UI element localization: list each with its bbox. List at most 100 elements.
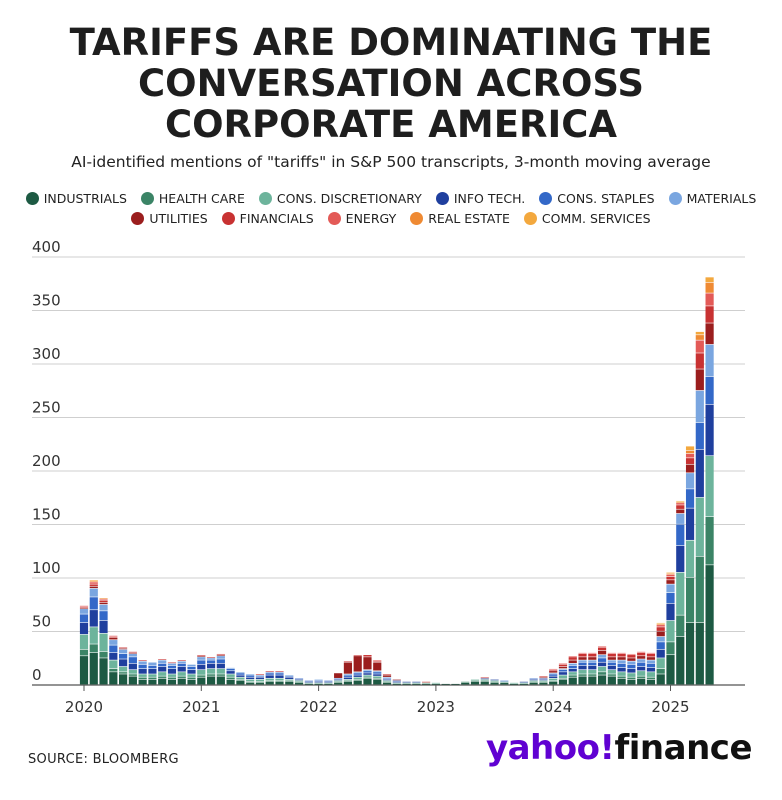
legend-swatch (668, 192, 682, 205)
bar-segment-health-care (353, 679, 362, 681)
bar-segment-financials (119, 647, 128, 649)
bar-segment-industrials (705, 565, 714, 685)
bar-segment-energy (568, 656, 577, 657)
bar-segment-cons-discretionary (255, 679, 265, 682)
bar-segment-info-tech (549, 676, 558, 678)
legend-item-utilities: UTILITIES (131, 211, 208, 226)
logo-finance: finance (614, 728, 752, 768)
legend-item-comm-services: COMM. SERVICES (523, 211, 651, 226)
bar-segment-health-care (265, 680, 274, 682)
bar-segment-info-tech (177, 666, 186, 672)
bar-segment-cons-staples (187, 666, 196, 670)
bar-segment-cons-discretionary (558, 675, 568, 678)
bar-segment-industrials (627, 679, 636, 685)
bar-segment-health-care (529, 681, 538, 683)
bar-segment-industrials (382, 682, 392, 685)
bar-segment-utilities (588, 657, 597, 660)
bar-segment-energy (558, 663, 568, 665)
bar-segment-financials (89, 584, 98, 586)
bar-segment-materials (666, 584, 675, 593)
bar-segment-financials (197, 655, 206, 656)
bar-segment-real-estate (685, 450, 695, 454)
bar-segment-cons-staples (656, 642, 665, 650)
bar-segment-cons-discretionary (597, 666, 607, 672)
bar-segment-cons-discretionary (627, 673, 636, 677)
logo-yahoo: yahoo! (485, 728, 615, 768)
bar-segment-info-tech (402, 681, 411, 683)
bar-segment-comm-services (666, 572, 675, 574)
bar-segment-health-care (627, 677, 636, 680)
bar-segment-health-care (470, 680, 480, 682)
bar-segment-cons-discretionary (275, 678, 284, 681)
bar-segment-info-tech (578, 665, 587, 670)
bar-segment-cons-discretionary (206, 668, 216, 674)
bar-segment-health-care (568, 675, 577, 677)
bar-segment-cons-discretionary (617, 672, 626, 676)
legend-label: INFO TECH. (453, 191, 526, 206)
bar-segment-utilities (666, 580, 675, 584)
bar-segment-utilities (343, 662, 353, 674)
bar-segment-cons-staples (197, 660, 206, 665)
bar-segment-cons-discretionary (705, 456, 714, 517)
legend-label: UTILITIES (149, 211, 208, 226)
bar-segment-industrials (578, 676, 587, 685)
bar-segment-industrials (392, 683, 401, 685)
y-tick-label: 400 (32, 240, 61, 256)
bar-segment-materials (187, 664, 196, 667)
bar-segment-cons-discretionary (578, 670, 587, 674)
bar-segment-materials (216, 656, 225, 659)
x-tick-label: 2023 (417, 698, 455, 716)
bar-segment-real-estate (705, 282, 714, 293)
bar-segment-cons-discretionary (353, 677, 362, 680)
bar-segment-cons-staples (382, 678, 392, 680)
legend-swatch (327, 212, 341, 225)
bar-segment-comm-services (705, 277, 714, 283)
bar-segment-cons-discretionary (304, 682, 313, 684)
bar-segment-cons-discretionary (89, 627, 98, 644)
bar-segment-cons-discretionary (519, 682, 528, 684)
bar-segment-info-tech (128, 663, 137, 670)
bar-segment-materials (314, 679, 323, 681)
bar-segment-health-care (382, 681, 392, 683)
bar-segment-cons-discretionary (685, 540, 695, 578)
bar-segment-health-care (617, 676, 626, 678)
bar-segment-utilities (119, 648, 128, 650)
bar-segment-cons-discretionary (549, 678, 558, 681)
bar-segment-materials (236, 672, 245, 673)
bar-segment-cons-discretionary (128, 670, 137, 674)
bar-segment-financials (539, 676, 548, 678)
bar-segment-materials (646, 660, 656, 663)
bar-segment-materials (549, 673, 558, 674)
bar-segment-utilities (637, 656, 646, 659)
bar-segment-cons-staples (99, 611, 108, 621)
bar-segment-financials (666, 576, 675, 580)
bar-segment-info-tech (285, 677, 294, 680)
y-tick-label: 100 (32, 559, 61, 577)
bar-segment-cons-staples (109, 645, 118, 653)
bar-segment-financials (343, 661, 353, 663)
bar-segment-financials (363, 655, 372, 657)
bar-segment-energy (373, 660, 382, 661)
bar-segment-info-tech (568, 668, 577, 672)
bar-segment-industrials (285, 681, 294, 685)
bar-segment-info-tech (685, 508, 695, 540)
bar-segment-health-care (607, 674, 616, 676)
bar-segment-info-tech (148, 668, 157, 674)
bar-segment-energy (79, 605, 89, 607)
bar-segment-cons-discretionary (216, 668, 225, 674)
bar-segment-energy (89, 582, 98, 584)
bar-segment-cons-staples (148, 665, 157, 669)
bar-segment-info-tech (167, 668, 177, 674)
bar-segment-cons-discretionary (79, 634, 89, 650)
bar-segment-cons-discretionary (676, 572, 685, 615)
legend-swatch (221, 212, 235, 225)
bar-segment-info-tech (656, 649, 665, 658)
bar-segment-health-care (656, 668, 665, 674)
bar-segment-health-care (167, 677, 177, 680)
bar-segment-industrials (265, 681, 274, 685)
bar-segment-health-care (676, 615, 685, 637)
bar-segment-info-tech (480, 678, 489, 680)
bar-segment-materials (607, 660, 616, 662)
bar-segment-energy (627, 653, 636, 655)
bar-segment-utilities (89, 586, 98, 589)
